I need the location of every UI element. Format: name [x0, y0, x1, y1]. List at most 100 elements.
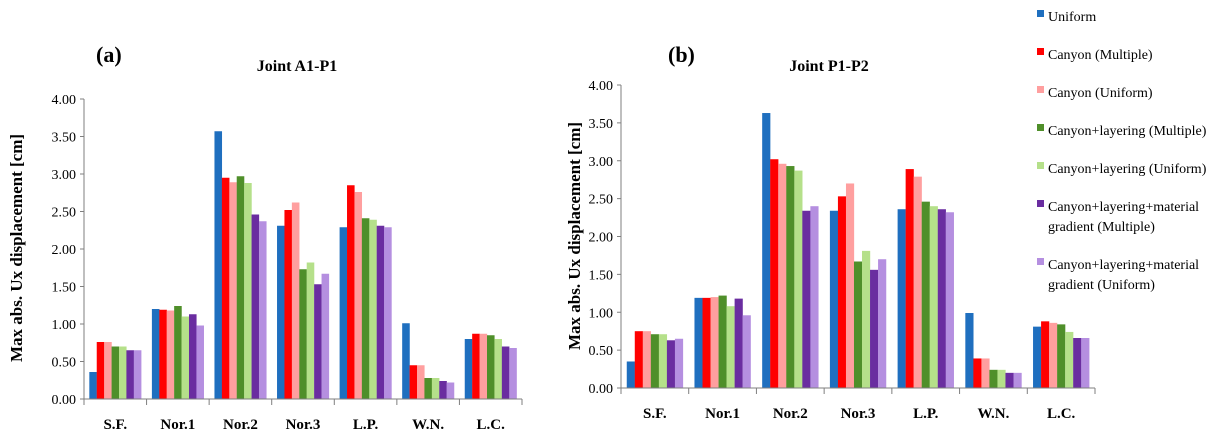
- chart-title-a: Joint A1-P1: [257, 58, 337, 75]
- bar-b-s4-c5: [921, 201, 930, 388]
- legend-label: Canyon (Uniform): [1048, 86, 1153, 101]
- bar-a-s2-c1: [96, 342, 105, 399]
- y-tick-label: 0.50: [52, 356, 77, 371]
- bar-a-s6-c7: [501, 346, 510, 399]
- bar-b-s7-c7: [1081, 338, 1090, 388]
- bar-a-s2-c6: [409, 365, 418, 399]
- bar-a-s7-c1: [133, 350, 142, 399]
- y-ticks-a: 0.00 0.50 1.00 1.50 2.00 2.50 3.00 3.50 4.00: [52, 93, 84, 408]
- bar-a-s6-c6: [439, 381, 447, 399]
- legend-swatch: [1037, 86, 1044, 93]
- y-tick-label: 0.00: [52, 393, 77, 408]
- bar-a-s2-c5: [347, 185, 355, 399]
- x-tick-label: W.N.: [977, 406, 1009, 422]
- bar-a-s2-c2: [159, 309, 167, 399]
- bar-a-s1-c5: [339, 227, 348, 399]
- category-separators-b: [620, 388, 1096, 394]
- x-tick-label: Nor.3: [841, 406, 876, 422]
- x-tick-label: L.P.: [913, 406, 939, 422]
- bar-a-s2-c4: [284, 210, 293, 399]
- bar-b-s4-c1: [650, 334, 660, 388]
- y-tick-label: 1.50: [52, 281, 77, 296]
- bar-b-s5-c3: [794, 170, 803, 388]
- legend-swatch: [1037, 48, 1044, 55]
- bar-a-s7-c6: [446, 382, 455, 399]
- bar-b-s4-c4: [853, 261, 863, 388]
- bar-b-s1-c5: [897, 209, 906, 388]
- y-axis-label-a: Max abs. Ux displacement [cm]: [7, 134, 26, 362]
- bar-b-s7-c6: [1013, 372, 1022, 388]
- legend-label: Uniform: [1048, 10, 1096, 25]
- bar-a-s3-c5: [354, 192, 363, 399]
- y-tick-label: 3.50: [589, 117, 614, 132]
- bar-b-s6-c6: [1005, 372, 1014, 388]
- y-tick-label: 1.00: [589, 306, 614, 321]
- bar-a-s3-c7: [479, 333, 488, 399]
- bar-a-s7-c5: [384, 227, 392, 399]
- bar-a-s4-c6: [424, 378, 432, 399]
- bar-a-s4-c5: [361, 218, 370, 399]
- bar-a-s4-c3: [236, 176, 245, 399]
- bar-a-s5-c4: [306, 262, 315, 399]
- bar-a-s5-c5: [369, 219, 377, 399]
- y-tick-label: 1.00: [52, 318, 77, 333]
- bar-b-s2-c5: [905, 169, 914, 388]
- bar-a-s4-c1: [111, 346, 120, 399]
- bar-b-s2-c7: [1041, 321, 1050, 388]
- y-tick-label: 4.00: [52, 93, 77, 108]
- bar-b-s6-c1: [666, 340, 676, 388]
- y-tick-label: 3.00: [52, 168, 77, 183]
- bar-a-s5-c1: [119, 346, 127, 399]
- y-tick-label: 4.00: [589, 79, 614, 94]
- bar-a-s1-c6: [402, 323, 410, 399]
- legend-label: Canyon+layering+material: [1048, 200, 1199, 215]
- y-ticks-b: 0.00 0.50 1.00 1.50 2.00 2.50 3.00 3.50 4.00: [589, 79, 621, 397]
- x-tick-label: Nor.1: [160, 417, 195, 433]
- bar-b-s5-c1: [658, 334, 668, 388]
- x-tick-label: S.F.: [103, 417, 127, 433]
- bars-b: [626, 113, 1090, 388]
- legend-swatch: [1037, 258, 1044, 265]
- bar-b-s6-c5: [937, 209, 946, 388]
- x-ticks-b: S.F. Nor.1 Nor.2 Nor.3 L.P. W.N. L.C.: [643, 406, 1076, 422]
- bar-b-s2-c2: [702, 297, 711, 388]
- chart-panel-b: (b) Joint P1-P2 Max abs. Ux displacement…: [565, 42, 1096, 422]
- legend-label: gradient (Uniform): [1048, 278, 1155, 293]
- bar-b-s6-c7: [1073, 338, 1082, 388]
- y-tick-label: 0.00: [589, 382, 614, 397]
- x-tick-label: Nor.2: [773, 406, 808, 422]
- legend-label: Canyon+layering (Multiple): [1048, 124, 1207, 139]
- bar-a-s7-c2: [196, 325, 204, 399]
- bar-b-s2-c4: [837, 196, 847, 388]
- y-tick-label: 2.00: [589, 231, 614, 246]
- y-tick-label: 2.00: [52, 243, 77, 258]
- bar-a-s6-c3: [251, 214, 260, 399]
- legend-label: Canyon+layering+material: [1048, 258, 1199, 273]
- bar-b-s1-c2: [694, 297, 703, 388]
- legend-label: Canyon (Multiple): [1048, 48, 1153, 63]
- bar-a-s3-c4: [291, 202, 300, 399]
- chart-panel-a: (a) Joint A1-P1 Max abs. Ux displacement…: [7, 42, 523, 433]
- panel-letter-b: (b): [668, 42, 695, 67]
- bar-b-s7-c3: [810, 206, 819, 388]
- bar-b-s6-c2: [734, 298, 743, 388]
- category-separators-a: [83, 399, 523, 405]
- bar-b-s5-c6: [997, 369, 1006, 388]
- bar-b-s3-c7: [1049, 322, 1058, 388]
- chart-title-b: Joint P1-P2: [789, 58, 869, 75]
- x-tick-label: L.C.: [477, 417, 506, 433]
- bar-b-s6-c4: [870, 269, 879, 388]
- bar-a-s6-c2: [188, 314, 197, 399]
- bar-b-s3-c6: [981, 358, 990, 388]
- bar-b-s4-c2: [718, 295, 727, 388]
- bar-b-s3-c4: [845, 183, 855, 388]
- bar-b-s2-c1: [634, 331, 643, 388]
- y-tick-label: 2.50: [589, 193, 614, 208]
- bar-b-s1-c4: [829, 210, 839, 388]
- legend-label: Canyon+layering (Uniform): [1048, 162, 1207, 177]
- panel-letter-a: (a): [96, 42, 122, 67]
- bar-b-s1-c7: [1033, 326, 1042, 388]
- legend-swatch: [1037, 10, 1044, 17]
- bar-a-s7-c4: [321, 273, 330, 399]
